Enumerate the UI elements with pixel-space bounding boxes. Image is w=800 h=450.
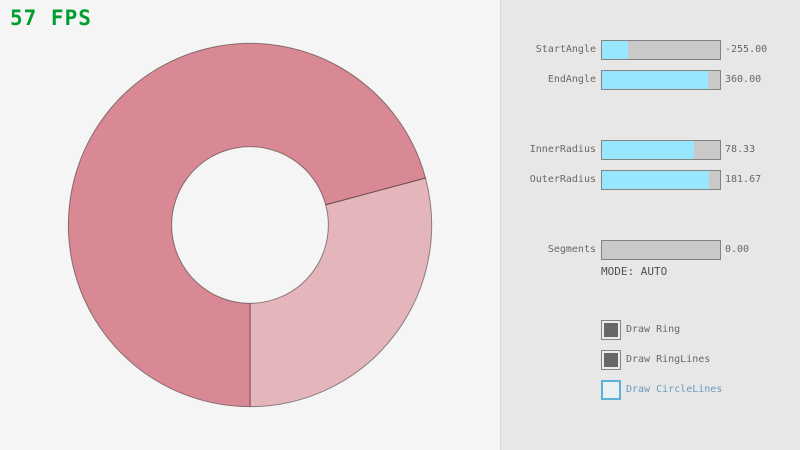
slider-bar-outerradius[interactable]: [601, 170, 721, 190]
slider-fill-startangle: [602, 41, 628, 59]
checkbox-row-draw-ringlines: Draw RingLines: [501, 350, 800, 370]
slider-row-innerradius: InnerRadius 78.33: [501, 140, 800, 160]
checkbox-draw-ringlines[interactable]: [601, 350, 621, 370]
segments-mode-text: MODE: AUTO: [601, 265, 668, 278]
slider-label-endangle: EndAngle: [547, 74, 596, 85]
checkbox-label-draw-ring: Draw Ring: [626, 324, 681, 335]
checkbox-draw-ring[interactable]: [601, 320, 621, 340]
slider-fill-endangle: [602, 71, 709, 89]
checkbox-label-draw-ringlines: Draw RingLines: [626, 354, 711, 365]
slider-row-outerradius: OuterRadius 181.67: [501, 170, 800, 190]
checkbox-check-mark: [604, 323, 618, 337]
checkbox-label-draw-circlelines: Draw CircleLines: [626, 384, 723, 395]
checkbox-draw-circlelines[interactable]: [601, 380, 621, 400]
slider-bar-endangle[interactable]: [601, 70, 721, 90]
slider-bar-innerradius[interactable]: [601, 140, 721, 160]
slider-fill-outerradius: [602, 171, 710, 189]
control-panel: StartAngle -255.00 EndAngle 360.00 Inner…: [500, 0, 800, 450]
checkbox-row-draw-ring: Draw Ring: [501, 320, 800, 340]
slider-row-endangle: EndAngle 360.00: [501, 70, 800, 90]
single-pass-segment: [249, 177, 433, 408]
slider-value-segments: 0.00: [725, 244, 750, 255]
fps-counter: 57 FPS: [10, 6, 92, 30]
slider-row-startangle: StartAngle -255.00: [501, 40, 800, 60]
slider-label-outerradius: OuterRadius: [529, 174, 596, 185]
slider-fill-innerradius: [602, 141, 695, 159]
slider-label-innerradius: InnerRadius: [529, 144, 596, 155]
slider-bar-segments[interactable]: [601, 240, 721, 260]
slider-row-segments: Segments 0.00: [501, 240, 800, 260]
slider-label-startangle: StartAngle: [535, 44, 596, 55]
slider-bar-startangle[interactable]: [601, 40, 721, 60]
slider-value-startangle: -255.00: [725, 44, 768, 55]
slider-value-endangle: 360.00: [725, 74, 762, 85]
double-pass-segment: [67, 42, 427, 408]
checkbox-row-draw-circlelines: Draw CircleLines: [501, 380, 800, 400]
slider-value-innerradius: 78.33: [725, 144, 756, 155]
ring-chart: [67, 42, 433, 408]
checkbox-check-mark: [604, 353, 618, 367]
slider-value-outerradius: 181.67: [725, 174, 762, 185]
slider-label-segments: Segments: [547, 244, 596, 255]
